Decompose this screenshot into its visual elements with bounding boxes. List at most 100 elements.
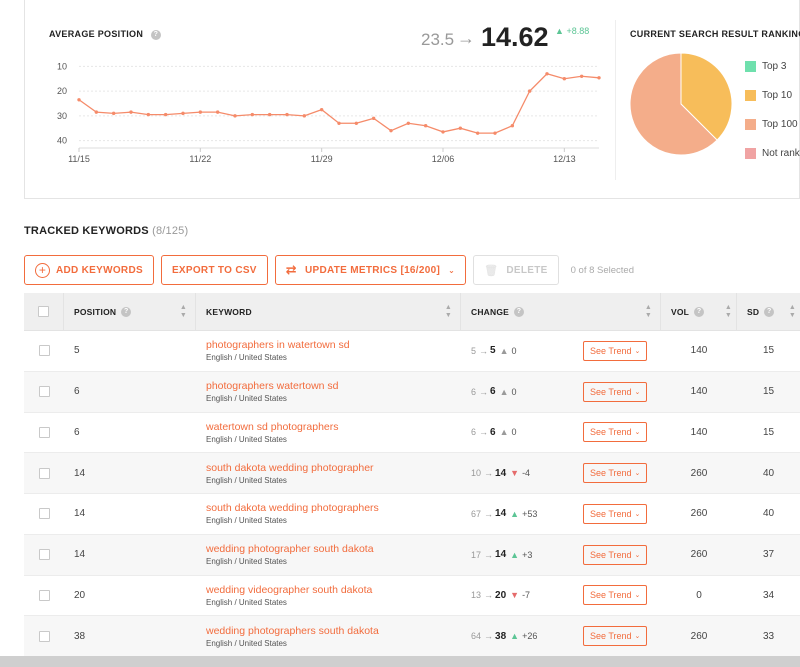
table-row[interactable]: 38 wedding photographers south dakota Engl… bbox=[24, 616, 800, 657]
data-point bbox=[337, 121, 341, 125]
keyword-link[interactable]: wedding videographer south dakota bbox=[206, 583, 373, 596]
keyword-link[interactable]: wedding photographer south dakota bbox=[206, 543, 374, 556]
row-select-cell bbox=[24, 616, 64, 656]
change-from: 67 bbox=[471, 508, 482, 519]
table-row[interactable]: 5 photographers in watertown sd English / … bbox=[24, 331, 800, 372]
column-header-change[interactable]: CHANGE ? ▲ ▼ bbox=[461, 292, 661, 331]
row-checkbox[interactable] bbox=[38, 589, 50, 601]
keyword-location: English / United States bbox=[206, 516, 287, 526]
row-checkbox[interactable] bbox=[38, 467, 50, 479]
sort-icon[interactable]: ▲ ▼ bbox=[644, 303, 652, 319]
see-trend-button[interactable]: See Trend ⌄ bbox=[583, 340, 648, 361]
sort-icon[interactable]: ▲ ▼ bbox=[724, 303, 732, 319]
help-icon[interactable]: ? bbox=[514, 306, 525, 317]
keyword-location: English / United States bbox=[206, 434, 287, 444]
change-cell: 6 → 6 ▲ 0 See Trend ⌄ bbox=[461, 372, 661, 412]
arrow-right-icon: → bbox=[479, 386, 489, 397]
table-row[interactable]: 14 south dakota wedding photographers Engl… bbox=[24, 494, 800, 535]
triangle-down-icon: ▼ bbox=[510, 590, 520, 601]
row-checkbox[interactable] bbox=[38, 386, 50, 398]
position-cell: 14 bbox=[74, 549, 86, 561]
select-all-checkbox[interactable] bbox=[38, 306, 49, 317]
triangle-up-icon: ▲ bbox=[499, 345, 509, 356]
change-from: 10 bbox=[471, 468, 482, 479]
x-tick-label: 12/06 bbox=[432, 154, 455, 164]
row-select-cell bbox=[24, 372, 64, 412]
data-point bbox=[579, 74, 584, 78]
keyword-location: English / United States bbox=[206, 557, 287, 567]
row-checkbox[interactable] bbox=[38, 508, 50, 520]
see-trend-button[interactable]: See Trend ⌄ bbox=[583, 544, 648, 565]
change-cell: 17 → 14 ▲ +3 See Trend ⌄ bbox=[461, 535, 661, 575]
see-trend-button[interactable]: See Trend ⌄ bbox=[583, 503, 648, 524]
see-trend-button[interactable]: See Trend ⌄ bbox=[583, 585, 648, 606]
tracked-keywords-title: TRACKED KEYWORDS (8/125) bbox=[24, 225, 189, 237]
change-diff: 0 bbox=[511, 345, 517, 356]
keyword-link[interactable]: south dakota wedding photographers bbox=[206, 502, 379, 515]
legend-label: Not ranked bbox=[762, 148, 800, 159]
change-diff: 0 bbox=[511, 386, 517, 397]
see-trend-button[interactable]: See Trend ⌄ bbox=[583, 463, 648, 484]
change-to: 14 bbox=[495, 467, 507, 479]
see-trend-button[interactable]: See Trend ⌄ bbox=[583, 422, 648, 443]
data-point bbox=[319, 107, 324, 112]
legend-label: Top 3 bbox=[762, 61, 787, 72]
sort-icon[interactable]: ▲ ▼ bbox=[444, 303, 452, 319]
column-header-sd[interactable]: SD ? ▲ ▼ bbox=[747, 303, 796, 319]
legend-item: Top 100 bbox=[745, 110, 800, 139]
update-metrics-button[interactable]: ⇄ UPDATE METRICS [16/200] ⌄ bbox=[274, 255, 467, 285]
delete-button[interactable]: 🗑 DELETE bbox=[473, 255, 559, 285]
column-header-keyword[interactable]: KEYWORD ▲ ▼ bbox=[196, 292, 461, 331]
row-checkbox[interactable] bbox=[38, 345, 50, 357]
help-icon[interactable]: ? bbox=[764, 306, 775, 317]
row-checkbox[interactable] bbox=[38, 549, 50, 561]
data-point bbox=[423, 124, 428, 128]
y-tick-label: 10 bbox=[57, 61, 67, 71]
change-cell: 10 → 14 ▼ -4 See Trend ⌄ bbox=[461, 453, 661, 493]
vol-cell: 260 bbox=[690, 630, 708, 642]
sort-icon[interactable]: ▲ ▼ bbox=[788, 303, 796, 319]
help-icon[interactable]: ? bbox=[121, 306, 132, 317]
x-tick-label: 11/15 bbox=[68, 154, 90, 164]
keyword-link[interactable]: south dakota wedding photographer bbox=[206, 461, 374, 474]
keyword-link[interactable]: photographers watertown sd bbox=[206, 380, 339, 393]
row-select-cell bbox=[24, 331, 64, 371]
horizontal-scrollbar[interactable] bbox=[0, 656, 800, 667]
legend-label: Top 10 bbox=[762, 90, 793, 101]
change-from: 6 bbox=[471, 386, 477, 397]
legend-item: Top 3 bbox=[745, 52, 800, 81]
export-csv-button[interactable]: EXPORT TO CSV bbox=[160, 255, 268, 285]
sort-icon[interactable]: ▲ ▼ bbox=[179, 303, 187, 319]
table-row[interactable]: 14 wedding photographer south dakota Engli… bbox=[24, 534, 800, 576]
row-checkbox[interactable] bbox=[38, 630, 50, 642]
row-select-cell bbox=[24, 494, 64, 534]
y-tick-label: 30 bbox=[57, 111, 67, 121]
keyword-link[interactable]: photographers in watertown sd bbox=[206, 339, 350, 352]
keyword-link[interactable]: wedding photographers south dakota bbox=[206, 624, 379, 637]
keyword-link[interactable]: watertown sd photographers bbox=[206, 420, 339, 433]
table-body: 5 photographers in watertown sd English / … bbox=[24, 331, 800, 657]
table-row[interactable]: 20 wedding videographer south dakota Engli… bbox=[24, 576, 800, 617]
change-to: 38 bbox=[495, 630, 507, 642]
add-keywords-button[interactable]: + ADD KEYWORDS bbox=[24, 255, 154, 285]
change-to: 20 bbox=[495, 589, 507, 601]
help-icon[interactable]: ? bbox=[150, 29, 161, 40]
column-header-vol[interactable]: VOL ? ▲ ▼ bbox=[661, 292, 737, 331]
column-header-position[interactable]: POSITION ? ▲ ▼ bbox=[64, 292, 196, 331]
see-trend-button[interactable]: See Trend ⌄ bbox=[583, 381, 648, 402]
change-cell: 13 → 20 ▼ -7 See Trend ⌄ bbox=[461, 576, 661, 616]
arrow-right-icon: → bbox=[484, 590, 494, 601]
legend-swatch bbox=[745, 148, 756, 159]
row-checkbox[interactable] bbox=[38, 426, 50, 438]
see-trend-button[interactable]: See Trend ⌄ bbox=[583, 626, 648, 647]
data-point bbox=[406, 121, 411, 125]
average-position-delta: ▲ +8.88 bbox=[555, 26, 590, 36]
help-icon[interactable]: ? bbox=[694, 306, 705, 317]
change-diff: -4 bbox=[522, 468, 531, 479]
table-row[interactable]: 6 photographers watertown sd English / Uni… bbox=[24, 371, 800, 413]
triangle-up-icon: ▲ bbox=[510, 508, 520, 519]
table-row[interactable]: 6 watertown sd photographers English / Uni… bbox=[24, 413, 800, 454]
rankings-legend: Top 3 Top 10 Top 100 Not ranked bbox=[745, 52, 800, 168]
row-select-cell bbox=[24, 453, 64, 493]
table-row[interactable]: 14 south dakota wedding photographer Engli… bbox=[24, 453, 800, 494]
